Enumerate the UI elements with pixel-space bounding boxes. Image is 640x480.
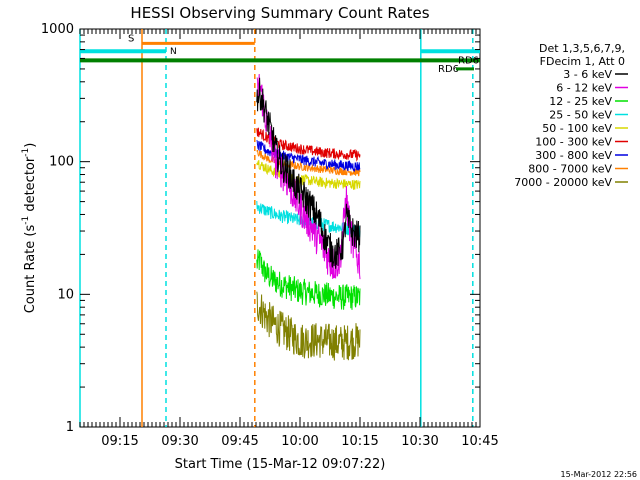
x-tick-label: 09:30 <box>161 434 198 449</box>
saa-label: S <box>128 33 134 44</box>
x-tick-label: 10:30 <box>401 434 438 449</box>
series-line-0 <box>256 77 361 269</box>
legend-label: 3 - 6 keV <box>563 68 612 81</box>
legend-label: 7000 - 20000 keV <box>514 176 612 189</box>
y-axis-label-sup1: -1 <box>21 216 31 225</box>
legend-header: Det 1,3,5,6,7,9, <box>539 42 625 55</box>
legend-label: 6 - 12 keV <box>556 82 612 95</box>
x-tick-label: 10:15 <box>341 434 378 449</box>
x-tick-label: 09:45 <box>221 434 258 449</box>
timestamp: 15-Mar-2012 22:56 <box>561 470 638 479</box>
legend-label: 25 - 50 keV <box>549 109 612 122</box>
y-tick-label: 1000 <box>41 22 74 37</box>
y-axis-label-sup2: -1 <box>21 148 31 157</box>
legend: Det 1,3,5,6,7,9,FDecim 1, Att 03 - 6 keV… <box>514 42 628 189</box>
y-axis-label-mid: detector <box>23 156 38 216</box>
x-tick-label: 09:15 <box>101 434 138 449</box>
y-axis-label: Count Rate (s-1 detector-1) <box>21 143 38 314</box>
legend-label: 300 - 800 keV <box>535 149 612 162</box>
legend-label: 100 - 300 keV <box>535 136 612 149</box>
series-line-8 <box>256 291 361 361</box>
y-tick-label: 100 <box>49 155 74 170</box>
x-tick-label: 10:45 <box>461 434 498 449</box>
axis-layer: 1 10 100 1000 09:15 09:30 09:45 10:00 10:15 10:30… <box>41 22 499 449</box>
series-line-4 <box>256 159 361 190</box>
legend-label: 800 - 7000 keV <box>528 163 612 176</box>
plot-frame <box>79 28 481 428</box>
y-axis-label-end: ) <box>23 143 38 148</box>
legend-header: FDecim 1, Att 0 <box>540 55 625 68</box>
series-line-2 <box>256 249 361 310</box>
series-layer <box>256 74 361 361</box>
y-tick-label: 1 <box>66 420 74 435</box>
x-tick-label: 10:00 <box>281 434 318 449</box>
y-axis-label-main: Count Rate (s <box>23 225 38 314</box>
y-tick-label: 10 <box>57 287 74 302</box>
night-label: N <box>170 47 177 57</box>
chart-title: HESSI Observing Summary Count Rates <box>130 4 429 22</box>
legend-label: 12 - 25 keV <box>549 95 612 108</box>
rd-label: RD6 <box>458 55 479 66</box>
legend-label: 50 - 100 keV <box>542 122 612 135</box>
rd-label: RD6 <box>438 64 459 75</box>
series-line-1 <box>256 74 361 280</box>
x-axis-label: Start Time (15-Mar-12 09:07:22) <box>175 457 386 472</box>
